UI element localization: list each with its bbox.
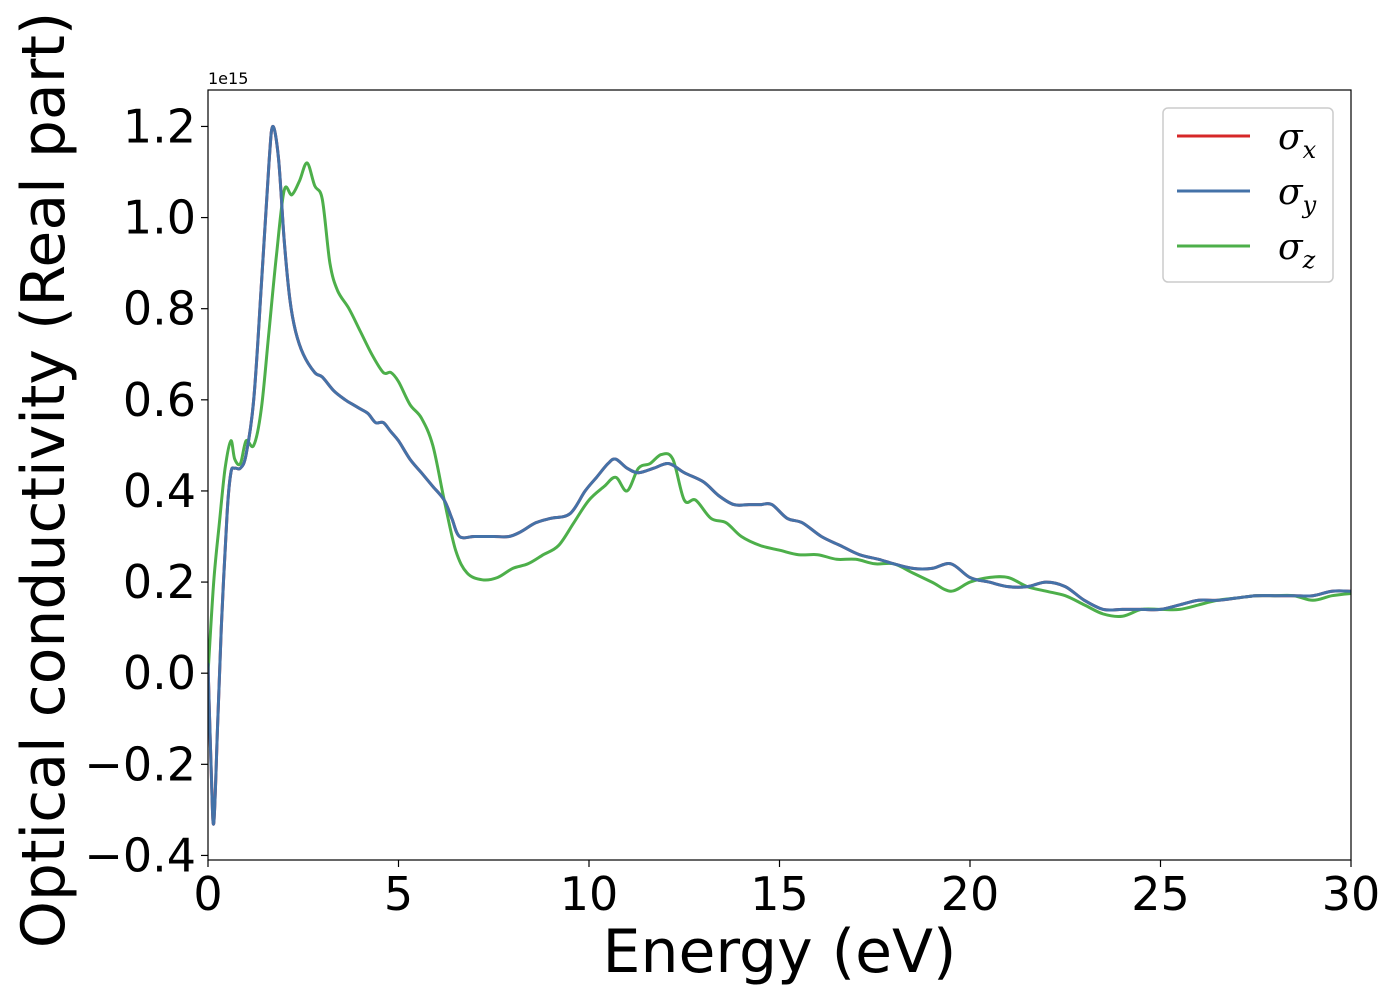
x-tick-label: 20 <box>941 867 1000 921</box>
x-tick-label: 25 <box>1131 867 1190 921</box>
legend-label: σy <box>1278 172 1317 219</box>
x-tick-label: 15 <box>750 867 809 921</box>
legend: σx σy σz <box>1162 107 1334 283</box>
y-axis-title: Optical conductivity (Real part) <box>9 12 79 949</box>
legend-box <box>1162 107 1334 283</box>
x-axis-ticks: 0 5 10 15 20 25 30 <box>193 860 1380 921</box>
legend-item-sigma-z: σz <box>1177 227 1316 274</box>
y-tick-label: 0.6 <box>123 373 196 427</box>
y-tick-label: 0.0 <box>123 646 196 700</box>
series-layer <box>208 124 1351 826</box>
x-tick-label: 5 <box>384 867 413 921</box>
y-tick-label: 0.2 <box>123 555 196 609</box>
legend-item-sigma-x: σx <box>1177 117 1317 164</box>
y-offset-label: 1e15 <box>208 69 248 88</box>
x-tick-label: 0 <box>193 867 222 921</box>
y-tick-label: 0.8 <box>123 282 196 336</box>
x-tick-label: 30 <box>1322 867 1381 921</box>
series-line-sigma-y <box>208 124 1351 826</box>
y-tick-label: 1.0 <box>123 191 196 245</box>
y-tick-label: 1.2 <box>123 99 196 153</box>
y-axis-ticks: −0.4 −0.2 0.0 0.2 0.4 0.6 0.8 1.0 1.2 <box>84 99 208 882</box>
y-tick-label: 0.4 <box>123 464 196 518</box>
legend-label: σz <box>1278 227 1316 274</box>
series-line-sigma-z <box>208 161 1351 675</box>
x-tick-label: 10 <box>560 867 619 921</box>
legend-label: σx <box>1278 117 1317 164</box>
y-tick-label: −0.2 <box>84 737 196 791</box>
legend-item-sigma-y: σy <box>1177 172 1317 219</box>
y-tick-label: −0.4 <box>84 828 196 882</box>
x-axis-title: Energy (eV) <box>603 917 957 987</box>
